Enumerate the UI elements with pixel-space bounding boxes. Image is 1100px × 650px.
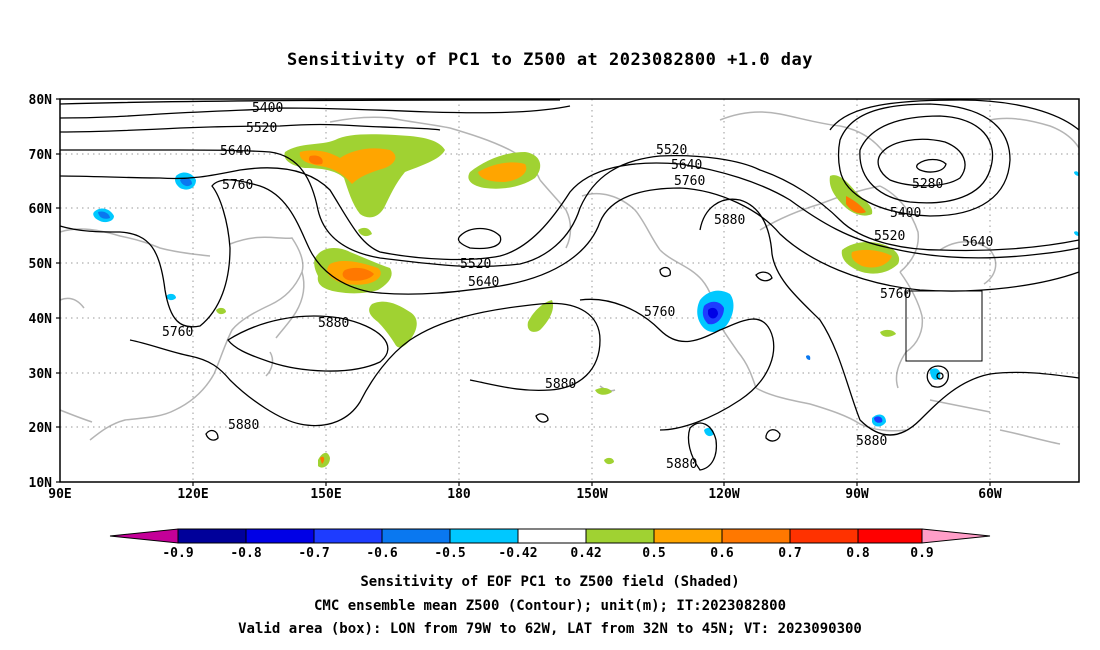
contour-label: 5640 (468, 275, 499, 290)
lat-label: 30N (29, 367, 53, 382)
colorbar-segment (653, 528, 723, 544)
z500-contours (59, 99, 1080, 471)
contour-label: 5520 (874, 229, 905, 244)
axis-ticks (56, 98, 991, 486)
colorbar-label: -0.9 (162, 546, 193, 561)
colorbar-label: -0.5 (434, 546, 465, 561)
contour-label: 5760 (162, 325, 193, 340)
colorbar (109, 528, 991, 544)
coastlines (59, 111, 1080, 445)
lon-label: 90E (48, 487, 71, 502)
contour-label: 5880 (666, 457, 697, 472)
contour-label: 5880 (318, 316, 349, 331)
lon-label: 120W (708, 487, 739, 502)
colorbar-segment (381, 528, 451, 544)
colorbar-arrow-low (109, 528, 179, 544)
map-frame (59, 98, 1080, 483)
contour-label: 5760 (644, 305, 675, 320)
colorbar-segment (721, 528, 791, 544)
contour-label: 5520 (460, 257, 491, 272)
colorbar-label: 0.8 (846, 546, 870, 561)
grid-lines (60, 99, 1079, 482)
lat-label: 80N (29, 93, 53, 108)
contour-labels: 5400 5520 5640 5760 5520 5640 5760 5880 … (162, 101, 993, 472)
lon-label: 120E (177, 487, 208, 502)
contour-label: 5640 (962, 235, 993, 250)
colorbar-label: 0.42 (570, 546, 601, 561)
lat-label: 60N (29, 202, 53, 217)
contour-label: 5760 (674, 174, 705, 189)
colorbar-label: 0.7 (778, 546, 801, 561)
colorbar-segment (177, 528, 247, 544)
lat-label: 10N (29, 476, 53, 491)
positive-blob-small-1 (527, 300, 554, 332)
contour-label: 5760 (222, 178, 253, 193)
colorbar-arrow-high (921, 528, 991, 544)
caption-line-2: CMC ensemble mean Z500 (Contour); unit(m… (313, 598, 786, 614)
lon-label: 180 (447, 487, 471, 502)
colorbar-segment (789, 528, 859, 544)
positive-blob-pacific (369, 301, 417, 348)
colorbar-label: -0.7 (298, 546, 329, 561)
colorbar-segment (313, 528, 383, 544)
lon-label: 150E (310, 487, 341, 502)
contour-label: 5520 (246, 121, 277, 136)
lon-label: 60W (978, 487, 1002, 502)
contour-label: 5400 (890, 206, 921, 221)
colorbar-segment (517, 528, 587, 544)
colorbar-labels: -0.9 -0.8 -0.7 -0.6 -0.5 -0.42 0.42 0.5 … (162, 546, 933, 561)
lat-label: 40N (29, 312, 53, 327)
contour-label: 5880 (545, 377, 576, 392)
latitude-labels: 80N 70N 60N 50N 40N 30N 20N 10N (29, 93, 53, 491)
colorbar-label: -0.42 (498, 546, 537, 561)
colorbar-label: -0.8 (230, 546, 261, 561)
colorbar-label: -0.6 (366, 546, 397, 561)
colorbar-segment (245, 528, 315, 544)
colorbar-label: 0.9 (910, 546, 933, 561)
colorbar-segment (857, 528, 923, 544)
lon-label: 150W (576, 487, 607, 502)
colorbar-segment (449, 528, 519, 544)
sensitivity-shading (93, 134, 1079, 468)
contour-label: 5880 (228, 418, 259, 433)
lat-label: 70N (29, 148, 53, 163)
contour-label: 5880 (856, 434, 887, 449)
contour-label: 5520 (656, 143, 687, 158)
contour-label: 5280 (912, 177, 943, 192)
contour-label: 5400 (252, 101, 283, 116)
lat-label: 50N (29, 257, 53, 272)
positive-blob-hudson (829, 175, 873, 216)
longitude-labels: 90E 120E 150E 180 150W 120W 90W 60W (48, 487, 1002, 502)
lat-label: 20N (29, 421, 53, 436)
contour-label: 5880 (714, 213, 745, 228)
colorbar-label: 0.5 (642, 546, 665, 561)
colorbar-segment (585, 528, 655, 544)
chart-title: Sensitivity of PC1 to Z500 at 2023082800… (286, 50, 813, 70)
valid-area-box (905, 290, 983, 362)
colorbar-label: 0.6 (710, 546, 734, 561)
lon-label: 90W (845, 487, 869, 502)
caption-line-3: Valid area (box): LON from 79W to 62W, L… (238, 621, 862, 637)
contour-label: 5640 (220, 144, 251, 159)
contour-label: 5760 (880, 287, 911, 302)
contour-label: 5640 (671, 158, 702, 173)
caption-line-1: Sensitivity of EOF PC1 to Z500 field (Sh… (360, 574, 740, 590)
